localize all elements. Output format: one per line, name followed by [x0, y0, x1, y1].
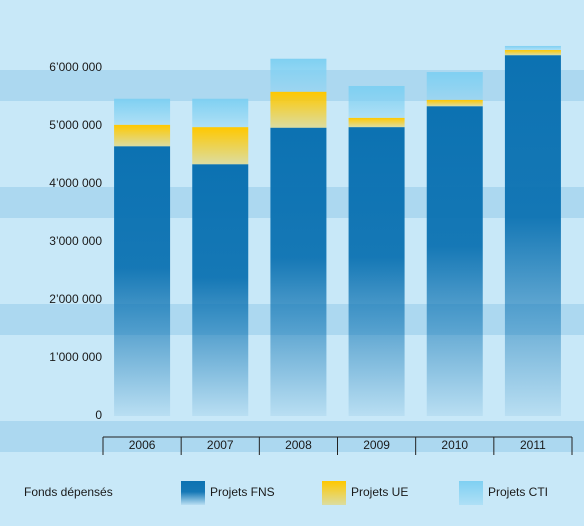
bar-segment — [504, 45, 561, 51]
bar-segment — [270, 127, 327, 417]
legend-swatch — [322, 481, 346, 505]
y-tick-label: 4’000 000 — [49, 176, 102, 190]
y-tick-label: 2’000 000 — [49, 292, 102, 306]
bar-segment — [348, 117, 405, 128]
legend-label: Projets CTI — [488, 485, 548, 499]
bar-segment — [504, 50, 561, 56]
bar-segment — [348, 85, 405, 118]
x-tick-label: 2007 — [207, 438, 234, 452]
x-tick-label: 2008 — [285, 438, 312, 452]
bar-segment — [114, 98, 171, 125]
bar-segment — [192, 127, 249, 165]
bar-segment — [192, 98, 249, 128]
y-tick-label: 5’000 000 — [49, 118, 102, 132]
legend-swatch — [459, 481, 483, 505]
bar-segment — [426, 106, 483, 416]
x-tick-label: 2010 — [441, 438, 468, 452]
bar-segment — [192, 164, 249, 416]
y-tick-label: 0 — [95, 408, 102, 422]
y-tick-label: 1’000 000 — [49, 350, 102, 364]
x-tick-label: 2006 — [129, 438, 156, 452]
bar-segment — [270, 91, 327, 128]
bar-segment — [426, 72, 483, 100]
legend-title: Fonds dépensés — [24, 485, 113, 499]
bar-segment — [270, 58, 327, 92]
legend-label: Projets UE — [351, 485, 408, 499]
bar-segment — [504, 55, 561, 417]
y-tick-label: 6’000 000 — [49, 60, 102, 74]
bar-segment — [426, 99, 483, 107]
legend-label: Projets FNS — [210, 485, 275, 499]
legend-swatch — [181, 481, 205, 505]
bar-segment — [114, 124, 171, 147]
x-tick-label: 2011 — [520, 438, 546, 452]
x-tick-label: 2009 — [363, 438, 390, 452]
y-tick-label: 3’000 000 — [49, 234, 102, 248]
bar-segment — [348, 127, 405, 416]
bar-segment — [114, 146, 171, 417]
